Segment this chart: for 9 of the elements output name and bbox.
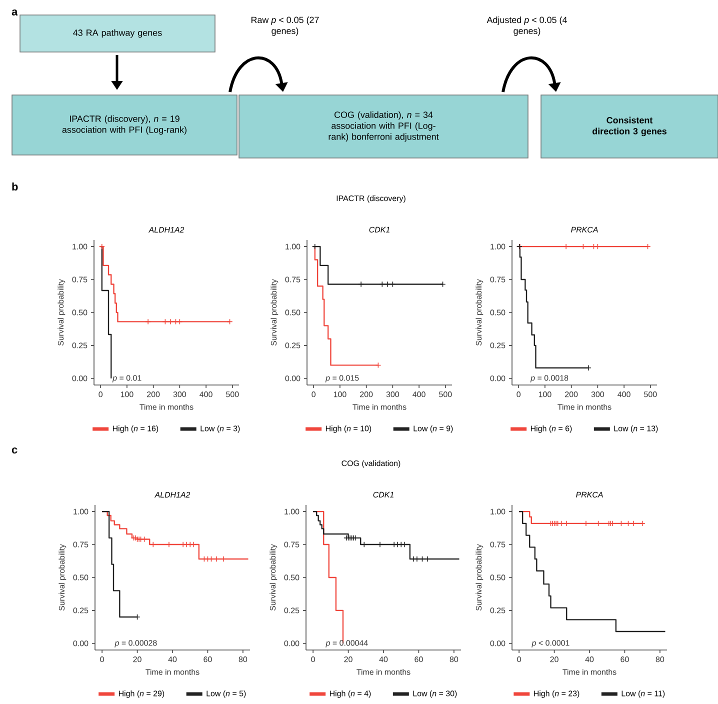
text: COG (validation), n = 34 association with PFI (Log-rank) bonferroni adjustment [328,111,439,142]
text: a [12,10,18,16]
text: Adjusted p < 0.05 (4 genes) [486,16,567,36]
text: Consistent direction 3 genes [592,116,667,136]
text: IPACTR (discovery), n = 19 association with PFI (Log-rank) [62,115,186,135]
text: b [12,182,18,191]
text: c [12,448,18,454]
text: Raw p < 0.05 (27 genes) [251,16,319,36]
text: 43 RA pathway genes [73,29,162,38]
